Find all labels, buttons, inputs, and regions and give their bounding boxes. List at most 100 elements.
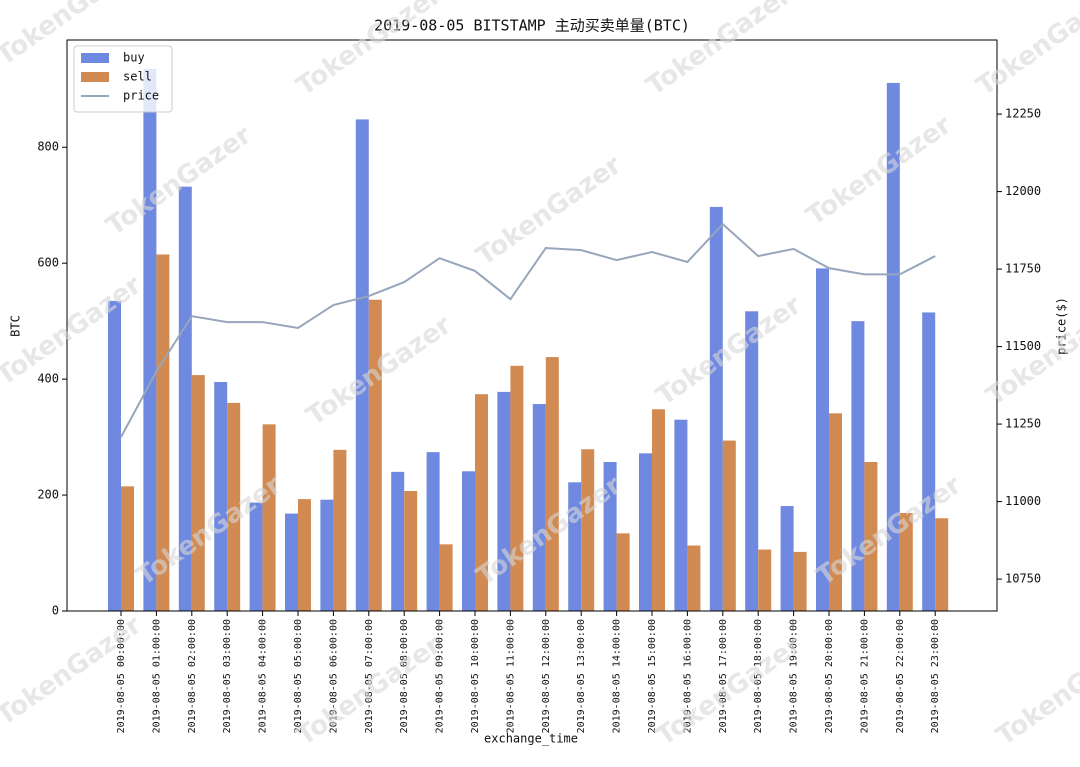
bar xyxy=(475,394,488,611)
bar xyxy=(262,424,276,611)
bar xyxy=(722,440,736,611)
bar xyxy=(426,452,440,611)
y2-tick-label: 11000 xyxy=(1005,494,1041,508)
bar xyxy=(355,119,369,611)
bar xyxy=(320,499,334,611)
bar xyxy=(298,499,311,611)
bar xyxy=(497,391,511,611)
watermark: TokenGazer xyxy=(651,290,807,412)
x-tick-label: 2019-08-05 04:00:00 xyxy=(258,619,269,733)
bar xyxy=(121,486,134,611)
bar xyxy=(108,300,121,611)
bar xyxy=(652,409,665,611)
bar xyxy=(156,254,170,611)
plot-frame xyxy=(66,39,998,612)
watermark: TokenGazer xyxy=(971,0,1080,102)
bar xyxy=(568,482,582,611)
bar xyxy=(687,545,701,611)
y-tick-label: 800 xyxy=(37,140,59,154)
price-line xyxy=(120,222,936,438)
bar xyxy=(214,382,228,611)
bar xyxy=(532,404,546,611)
watermark: TokenGazer xyxy=(471,150,627,272)
y2-tick-label: 11500 xyxy=(1005,339,1041,353)
x-tick-label: 2019-08-05 02:00:00 xyxy=(187,619,198,733)
x-tick-label: 2019-08-05 12:00:00 xyxy=(541,619,552,733)
bar xyxy=(143,68,157,612)
watermark: TokenGazer xyxy=(651,630,807,752)
y-tick-label: 200 xyxy=(37,488,59,502)
legend-swatch xyxy=(81,53,109,63)
x-tick-label: 2019-08-05 08:00:00 xyxy=(399,619,410,733)
bar xyxy=(864,462,878,611)
bar xyxy=(603,462,617,611)
bar xyxy=(391,471,405,611)
legend-swatch xyxy=(81,72,109,82)
x-tick-label: 2019-08-05 01:00:00 xyxy=(151,619,162,733)
bar xyxy=(333,449,347,611)
y-axis-label: BTC xyxy=(9,315,23,337)
bar xyxy=(249,502,263,611)
x-tick-label: 2019-08-05 18:00:00 xyxy=(753,619,764,733)
y2-tick-label: 12250 xyxy=(1005,107,1041,121)
bar xyxy=(581,449,595,611)
bar xyxy=(227,402,241,611)
x-tick-label: 2019-08-05 11:00:00 xyxy=(505,619,516,733)
bar xyxy=(935,518,949,611)
legend-label: price xyxy=(123,89,159,103)
bar xyxy=(922,312,936,611)
x-tick-label: 2019-08-05 21:00:00 xyxy=(859,619,870,733)
y2-tick-label: 12000 xyxy=(1005,184,1041,198)
watermark: TokenGazer xyxy=(641,0,797,102)
legend-label: buy xyxy=(123,51,145,65)
x-tick-label: 2019-08-05 14:00:00 xyxy=(612,619,623,733)
bar xyxy=(545,357,559,611)
y2-tick-label: 11250 xyxy=(1005,417,1041,431)
x-tick-label: 2019-08-05 16:00:00 xyxy=(682,619,693,733)
y-tick-label: 400 xyxy=(37,372,59,386)
x-tick-label: 2019-08-05 03:00:00 xyxy=(222,619,233,733)
y2-tick-label: 11750 xyxy=(1005,262,1041,276)
bar xyxy=(439,544,453,611)
watermark: TokenGazer xyxy=(291,0,447,102)
x-tick-label: 2019-08-05 22:00:00 xyxy=(895,619,906,733)
x-axis-label: exchange_time xyxy=(484,732,578,746)
chart-title: 2019-08-05 BITSTAMP 主动买卖单量(BTC) xyxy=(374,17,690,35)
watermark: TokenGazer xyxy=(991,630,1080,752)
bar xyxy=(674,419,688,611)
legend-label: sell xyxy=(123,70,152,84)
x-tick-label: 2019-08-05 00:00:00 xyxy=(116,619,127,733)
bar xyxy=(368,299,382,611)
bar xyxy=(510,365,524,611)
bar xyxy=(285,513,298,611)
y2-tick-label: 10750 xyxy=(1005,572,1041,586)
bar xyxy=(616,533,630,611)
x-tick-label: 2019-08-05 23:00:00 xyxy=(930,619,941,733)
bar xyxy=(178,186,192,611)
bar xyxy=(191,375,205,611)
x-tick-label: 2019-08-05 19:00:00 xyxy=(789,619,800,733)
bar xyxy=(899,513,913,611)
bar xyxy=(709,206,723,612)
x-tick-label: 2019-08-05 09:00:00 xyxy=(435,619,446,733)
watermark: TokenGazer xyxy=(801,110,957,232)
x-tick-label: 2019-08-05 17:00:00 xyxy=(718,619,729,733)
legend: buy sell price xyxy=(73,45,173,113)
bar xyxy=(745,311,759,611)
x-tick-label: 2019-08-05 15:00:00 xyxy=(647,619,658,733)
bar xyxy=(404,491,418,611)
bar xyxy=(462,471,475,611)
x-tick-label: 2019-08-05 13:00:00 xyxy=(576,619,587,733)
bar xyxy=(829,413,842,611)
x-tick-label: 2019-08-05 10:00:00 xyxy=(470,619,481,733)
y-tick-label: 600 xyxy=(37,256,59,270)
bar xyxy=(886,82,900,611)
bar xyxy=(780,506,794,611)
bar xyxy=(758,549,772,611)
x-tick-label: 2019-08-05 07:00:00 xyxy=(364,619,375,733)
bar xyxy=(851,321,865,611)
x-tick-label: 2019-08-05 06:00:00 xyxy=(328,619,339,733)
x-tick-label: 2019-08-05 05:00:00 xyxy=(293,619,304,733)
bar xyxy=(639,453,652,611)
